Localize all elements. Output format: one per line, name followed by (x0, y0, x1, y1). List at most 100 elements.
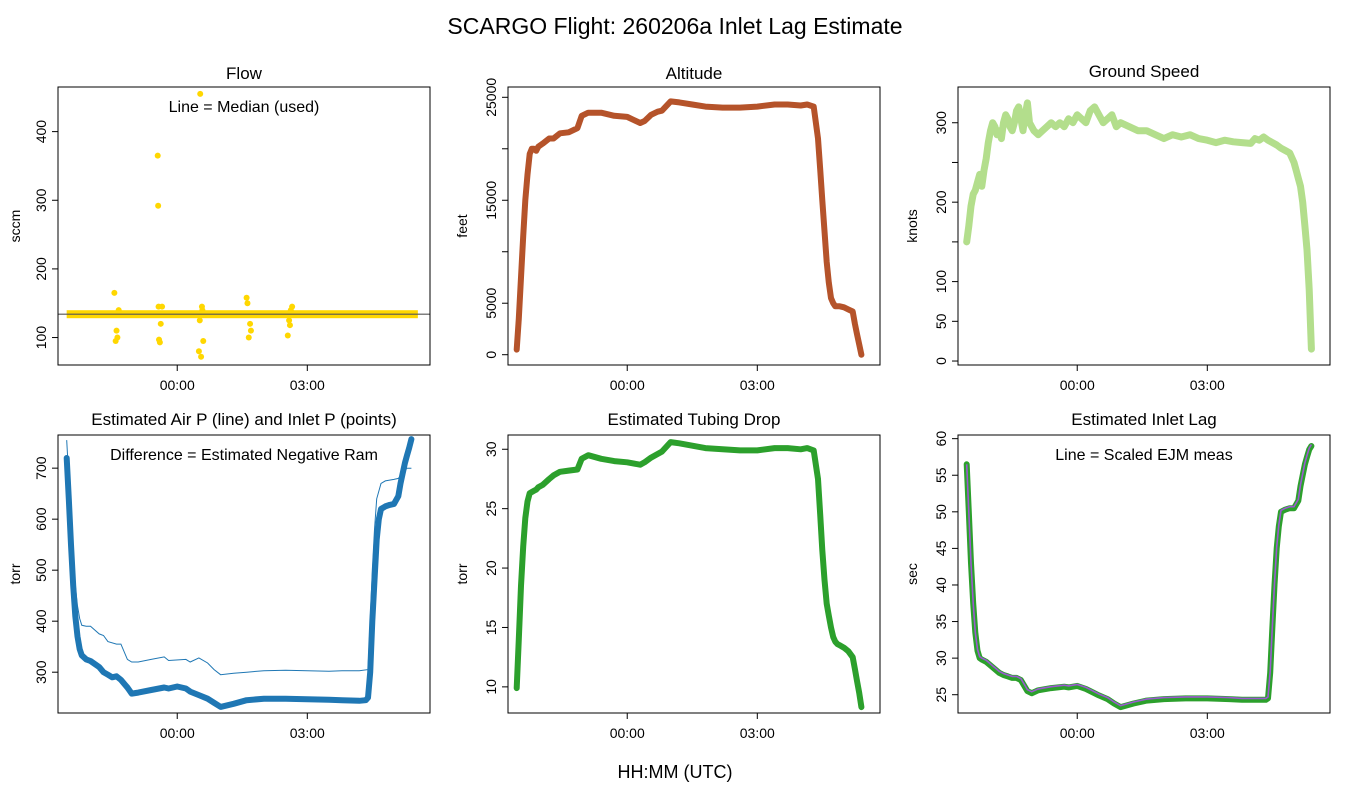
y-tick-label: 50 (933, 504, 949, 520)
y-tick-label: 30 (483, 441, 499, 457)
x-tick-label: 00:00 (610, 377, 645, 393)
y-tick-label: 200 (33, 257, 49, 281)
x-tick-label: 00:00 (160, 725, 195, 741)
y-tick-label: 200 (933, 190, 949, 214)
flow-point (195, 348, 202, 355)
y-axis-label: torr (454, 563, 470, 584)
inlet-pressure-points (63, 436, 415, 710)
panel-title: Estimated Inlet Lag (1071, 410, 1217, 429)
y-tick-label: 25 (933, 687, 949, 703)
y-tick-label: 60 (933, 431, 949, 447)
flow-point (112, 337, 119, 344)
y-tick-label: 35 (933, 614, 949, 630)
flow-point (284, 332, 291, 339)
y-axis-label: sec (904, 563, 920, 585)
flow-point (247, 327, 254, 334)
y-tick-label: 5000 (483, 287, 499, 318)
y-axis-label: feet (454, 214, 470, 237)
flow-point (286, 322, 293, 329)
panel-annotation: Line = Median (used) (169, 99, 320, 116)
x-tick-label: 00:00 (1060, 725, 1095, 741)
y-tick-label: 300 (33, 188, 49, 212)
flow-point (199, 307, 206, 314)
x-tick-label: 03:00 (290, 377, 325, 393)
plot-frame (957, 86, 1331, 366)
panel-ground-speed: Ground Speed knots 0 50 100 200 300 00:00 03:0… (904, 62, 1331, 393)
y-tick-label: 0 (933, 357, 949, 365)
tubing_drop-series (513, 439, 865, 711)
y-tick-label: 30 (933, 650, 949, 666)
plot-frame (957, 434, 1331, 714)
flow-point (113, 327, 120, 334)
y-tick-label: 100 (33, 326, 49, 350)
panel-annotation: Line = Scaled EJM meas (1055, 447, 1232, 464)
y-tick-label: 500 (33, 558, 49, 582)
flow-point (159, 303, 166, 310)
flow-point (286, 317, 293, 324)
y-tick-label: 600 (33, 507, 49, 531)
y-axis-label: knots (904, 209, 920, 242)
panel-inlet-lag: Estimated Inlet Lag sec Line = Scaled EJ… (904, 410, 1331, 741)
flow-point (155, 202, 162, 209)
y-tick-label: 45 (933, 540, 949, 556)
y-tick-label: 400 (33, 609, 49, 633)
y-tick-label: 55 (933, 467, 949, 483)
y-tick-label: 25 (483, 501, 499, 517)
y-tick-label: 700 (33, 456, 49, 480)
flow-point (243, 294, 250, 301)
flow-point (157, 320, 164, 327)
flow-point (197, 90, 204, 97)
flow-point (198, 353, 205, 360)
y-tick-label: 400 (33, 120, 49, 144)
panel-title: Altitude (666, 64, 723, 83)
flow-point (244, 300, 251, 307)
y-tick-label: 15000 (483, 181, 499, 220)
y-tick-label: 40 (933, 577, 949, 593)
plot-frame (507, 86, 881, 366)
panel-air-inlet-pressure: Estimated Air P (line) and Inlet P (poin… (7, 410, 431, 741)
y-tick-label: 50 (933, 313, 949, 329)
plot-area (963, 443, 1315, 711)
flow-point (247, 320, 254, 327)
panel-title: Ground Speed (1089, 62, 1200, 81)
y-tick-label: 0 (483, 351, 499, 359)
y-tick-label: 300 (33, 660, 49, 684)
flow-point (115, 307, 122, 314)
plot-area (63, 436, 415, 710)
y-axis-label: sccm (7, 210, 23, 243)
flow-point (200, 337, 207, 344)
x-tick-label: 03:00 (740, 377, 775, 393)
panel-title: Estimated Tubing Drop (608, 410, 781, 429)
altitude-series (513, 98, 865, 358)
speed-series (963, 99, 1315, 353)
plot-frame (57, 86, 431, 366)
panel-annotation: Difference = Estimated Negative Ram (110, 447, 378, 464)
panel-tubing-drop: Estimated Tubing Drop torr 10 15 20 25 30 00:… (454, 410, 881, 741)
figure-xlabel: HH:MM (UTC) (618, 762, 733, 782)
y-tick-label: 20 (483, 560, 499, 576)
x-tick-label: 03:00 (740, 725, 775, 741)
plot-area (58, 90, 430, 360)
figure-title: SCARGO Flight: 260206a Inlet Lag Estimat… (447, 13, 902, 39)
y-axis-label: torr (7, 563, 23, 584)
panel-title: Estimated Air P (line) and Inlet P (poin… (91, 410, 397, 429)
inlet-lag-points (963, 443, 1315, 711)
x-tick-label: 03:00 (290, 725, 325, 741)
panel-altitude: Altitude feet 0 5000 15000 25000 00:00 03:00 (454, 64, 881, 393)
flow-point (245, 334, 252, 341)
plot-area (963, 99, 1315, 353)
flow-point (156, 339, 163, 346)
air-pressure-line (66, 440, 412, 676)
plot-frame (507, 434, 881, 714)
y-tick-label: 300 (933, 111, 949, 135)
plot-frame (57, 434, 431, 714)
y-tick-label: 25000 (483, 78, 499, 117)
y-tick-label: 15 (483, 619, 499, 635)
x-tick-label: 00:00 (610, 725, 645, 741)
y-tick-label: 10 (483, 679, 499, 695)
ejm-line (965, 444, 1313, 707)
plot-area (513, 439, 865, 711)
x-tick-label: 03:00 (1190, 725, 1225, 741)
panel-flow: Flow sccm Line = Median (used) 100 200 300… (7, 64, 431, 393)
